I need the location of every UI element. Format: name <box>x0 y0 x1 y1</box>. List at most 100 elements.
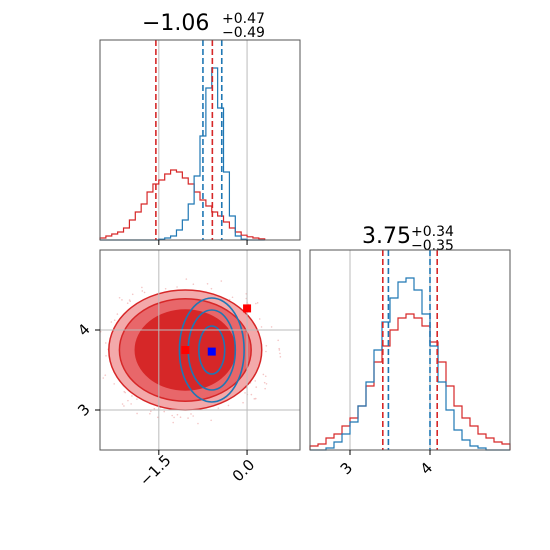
joint-sample-point <box>279 352 281 355</box>
joint-marker-0 <box>181 346 190 354</box>
blue-contour-0 <box>178 297 245 403</box>
joint-sample-point <box>176 413 179 416</box>
joint-frame <box>99 249 301 451</box>
joint-sample-point <box>150 410 152 413</box>
joint-sample-point <box>104 342 107 344</box>
joint-sample-point <box>265 345 268 347</box>
joint-panel: −1.5 0.0 3 4 <box>74 249 301 490</box>
joint-sample-point <box>172 421 174 424</box>
joint-x-tick-label-1: 0.0 <box>229 456 259 486</box>
joint-sample-point <box>260 326 263 328</box>
joint-sample-point <box>254 380 257 382</box>
joint-sample-point <box>270 326 273 328</box>
joint-sample-point <box>220 280 223 282</box>
marginal-y-hist-blue <box>310 277 510 451</box>
marginal-x-hist-blue <box>100 67 265 241</box>
joint-sample-point <box>116 313 119 315</box>
joint-sample-point <box>255 386 258 388</box>
joint-marker-1 <box>207 347 216 356</box>
joint-sample-point <box>121 299 123 301</box>
joint-sample-point <box>118 296 121 299</box>
joint-sample-point <box>127 399 129 402</box>
joint-sample-point <box>231 296 234 299</box>
title-2-sub: −0.35 <box>411 238 454 254</box>
joint-sample-point <box>265 382 268 385</box>
joint-sample-point <box>254 397 257 400</box>
joint-sample-point <box>256 302 259 304</box>
joint-sample-point <box>227 404 230 407</box>
joint-sample-point <box>250 393 253 396</box>
joint-sample-point <box>141 286 143 289</box>
joint-sample-point <box>113 383 116 385</box>
joint-y-tick-label-1: 4 <box>74 320 93 339</box>
joint-sample-point <box>121 403 124 405</box>
joint-sample-point <box>129 300 131 303</box>
joint-sample-point <box>102 377 105 379</box>
joint-sample-point <box>192 415 194 417</box>
joint-sample-point <box>197 422 199 425</box>
marginal-x-panel <box>99 39 301 245</box>
joint-sample-point <box>210 287 213 290</box>
joint-sample-point <box>173 416 175 419</box>
joint-sample-point <box>163 410 166 413</box>
title-panel-1: −1.06 <box>142 11 209 36</box>
title-1-sup: +0.47 <box>222 11 265 27</box>
joint-sample-point <box>210 419 212 422</box>
joint-sample-point <box>171 414 173 417</box>
joint-sample-point <box>164 287 167 290</box>
joint-sample-point <box>258 318 261 320</box>
joint-plot-area <box>95 250 300 450</box>
title-1-sub: −0.49 <box>222 25 265 41</box>
marginal-y-frame <box>309 249 511 451</box>
title-1-main: −1.06 <box>142 11 209 36</box>
joint-sample-point <box>278 347 281 350</box>
marginal-y-hist-red <box>309 313 511 450</box>
title-2-main: 3.75 <box>362 224 411 249</box>
joint-sample-point <box>217 407 220 409</box>
joint-sample-point <box>149 412 151 415</box>
joint-sample-point <box>124 391 127 394</box>
joint-sample-point <box>128 299 131 301</box>
joint-sample-point <box>179 416 182 419</box>
joint-sample-point <box>253 398 256 400</box>
joint-sample-point <box>244 392 246 394</box>
joint-sample-point <box>157 416 159 419</box>
joint-y-tick-label-0: 3 <box>74 400 93 419</box>
joint-sample-point <box>279 356 282 358</box>
joint-sample-point <box>105 355 107 357</box>
joint-sample-point <box>277 339 279 342</box>
joint-sample-point <box>264 375 267 378</box>
marginal-y-tick-label-1: 4 <box>417 459 436 478</box>
joint-sample-point <box>143 291 146 294</box>
marginal-x-hist-red <box>99 169 266 240</box>
joint-sample-point <box>262 373 265 376</box>
joint-sample-point <box>130 403 132 405</box>
joint-sample-point <box>242 401 244 404</box>
joint-sample-point <box>97 348 99 350</box>
joint-sample-point <box>153 407 156 410</box>
joint-sample-point <box>95 351 97 353</box>
joint-sample-point <box>192 283 195 286</box>
title-2-sup: +0.34 <box>411 224 454 240</box>
marginal-x-frame <box>99 39 301 241</box>
joint-sample-point <box>264 387 266 390</box>
joint-sample-point <box>113 319 116 322</box>
title-panel-2: 3.75 <box>362 224 411 249</box>
joint-sample-point <box>141 290 144 292</box>
joint-sample-point <box>136 412 138 415</box>
joint-sample-point <box>206 283 209 285</box>
joint-sample-point <box>123 405 125 407</box>
joint-marker-2 <box>243 304 252 313</box>
joint-sample-point <box>110 321 113 323</box>
joint-sample-point <box>131 293 134 296</box>
joint-sample-point <box>278 349 281 351</box>
joint-sample-point <box>185 278 188 280</box>
blue-contour-2 <box>198 325 226 375</box>
joint-sample-point <box>187 417 189 419</box>
joint-sample-point <box>136 398 138 400</box>
joint-x-tick-label-0: −1.5 <box>136 451 174 489</box>
joint-sample-point <box>265 350 267 353</box>
joint-sample-point <box>131 395 133 397</box>
